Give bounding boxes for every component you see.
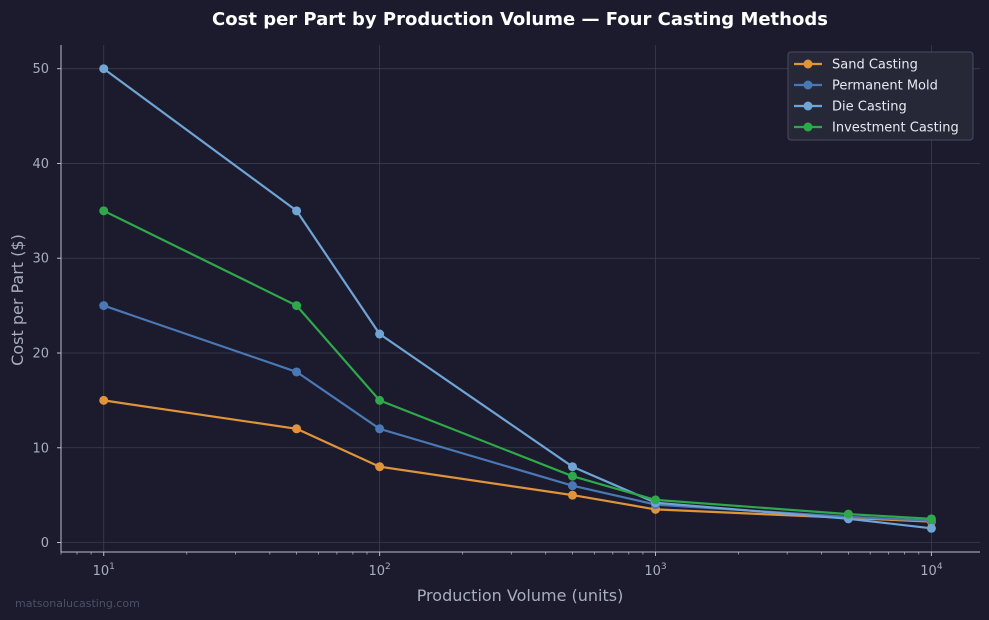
legend-label-3: Investment Casting bbox=[832, 121, 959, 136]
series-3 bbox=[99, 206, 936, 524]
x-tick-label-1: 102 bbox=[368, 562, 390, 579]
series-0 bbox=[99, 395, 936, 527]
data-point-2-2 bbox=[375, 329, 385, 339]
y-tick-label-2: 20 bbox=[32, 346, 49, 361]
data-point-2-1 bbox=[292, 206, 302, 216]
data-point-1-1 bbox=[292, 367, 302, 377]
data-point-0-2 bbox=[375, 462, 385, 472]
axes: 0 10 20 30 40 50 101 102 103 104 bbox=[32, 45, 980, 579]
series-2 bbox=[99, 64, 936, 533]
data-point-3-1 bbox=[292, 301, 302, 311]
data-point-3-0 bbox=[99, 206, 109, 216]
data-point-2-6 bbox=[926, 523, 936, 533]
y-axis-label: Cost per Part ($) bbox=[8, 234, 27, 366]
data-point-0-0 bbox=[99, 395, 109, 405]
data-point-1-0 bbox=[99, 301, 109, 311]
y-tick-label-5: 50 bbox=[32, 62, 49, 77]
data-point-0-1 bbox=[292, 424, 302, 434]
legend-label-1: Permanent Mold bbox=[832, 79, 938, 94]
y-tick-label-4: 40 bbox=[32, 157, 49, 172]
data-point-3-2 bbox=[375, 395, 385, 405]
y-tick-label-1: 10 bbox=[32, 441, 49, 456]
legend-label-0: Sand Casting bbox=[832, 58, 918, 73]
series-line-3 bbox=[103, 209, 932, 520]
data-point-3-3 bbox=[567, 471, 577, 481]
x-tick-label-3: 104 bbox=[920, 562, 943, 579]
legend-label-2: Die Casting bbox=[832, 100, 907, 115]
series-1 bbox=[99, 301, 936, 526]
legend-item-2: Die Casting bbox=[794, 100, 907, 115]
y-tick-label-3: 30 bbox=[32, 252, 49, 267]
legend-item-3: Investment Casting bbox=[794, 121, 959, 136]
data-point-3-6 bbox=[926, 514, 936, 524]
data-point-1-3 bbox=[567, 481, 577, 491]
x-tick-label-2: 103 bbox=[644, 562, 666, 579]
x-tick-label-0: 101 bbox=[93, 562, 115, 579]
data-point-3-5 bbox=[843, 509, 853, 519]
data-point-2-0 bbox=[99, 64, 109, 74]
legend-marker-1 bbox=[803, 80, 813, 90]
y-tick-label-0: 0 bbox=[41, 536, 49, 551]
legend: Sand Casting Permanent Mold Die Casting Inv… bbox=[787, 51, 974, 141]
series-line-0 bbox=[103, 399, 932, 523]
x-axis-label: Production Volume (units) bbox=[417, 586, 624, 605]
series-layer bbox=[99, 64, 936, 533]
data-point-2-3 bbox=[567, 462, 577, 472]
data-point-0-3 bbox=[567, 490, 577, 500]
legend-item-0: Sand Casting bbox=[794, 58, 918, 73]
legend-marker-0 bbox=[803, 59, 813, 69]
legend-item-1: Permanent Mold bbox=[794, 79, 938, 94]
chart-title: Cost per Part by Production Volume — Fou… bbox=[212, 9, 828, 30]
watermark: matsonalucasting.com bbox=[15, 597, 140, 610]
legend-marker-2 bbox=[803, 101, 813, 111]
data-point-3-4 bbox=[651, 495, 661, 505]
legend-marker-3 bbox=[803, 122, 813, 132]
series-line-1 bbox=[103, 304, 932, 522]
legend-box bbox=[787, 51, 974, 141]
data-point-1-2 bbox=[375, 424, 385, 434]
